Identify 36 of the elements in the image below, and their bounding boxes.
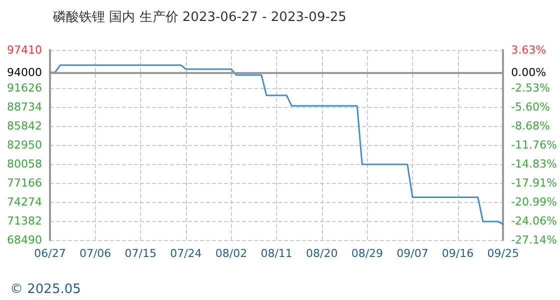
y-tick-label: 88734 xyxy=(7,100,42,114)
x-tick-label: 09/25 xyxy=(487,247,519,260)
y-tick-label: 68490 xyxy=(7,234,42,246)
y2-tick-label: -27.14% xyxy=(511,234,558,246)
x-tick-label: 06/27 xyxy=(34,247,66,260)
x-tick-label: 08/02 xyxy=(215,247,248,260)
y2-tick-label: 0.00% xyxy=(511,66,546,79)
y2-tick-label: -20.99% xyxy=(511,196,558,209)
y-tick-label: 85842 xyxy=(7,120,42,132)
y2-tick-label: -14.83% xyxy=(511,157,558,170)
y2-tick-label: -5.60% xyxy=(511,100,550,114)
x-tick-label: 09/07 xyxy=(396,247,428,260)
y2-tick-label: -2.53% xyxy=(511,82,550,95)
y-tick-label: 97410 xyxy=(7,44,42,56)
x-tick-label: 08/29 xyxy=(351,247,384,260)
x-tick-label: 07/24 xyxy=(170,247,202,260)
y-tick-label: 74274 xyxy=(7,196,42,208)
y-tick-label: 94000 xyxy=(7,66,42,79)
y2-tick-label: -24.06% xyxy=(511,214,558,228)
y2-tick-label: -8.68% xyxy=(511,120,550,133)
text: © 2025.05 xyxy=(10,282,81,297)
x-tick-label: 07/06 xyxy=(79,247,112,260)
y-tick-label: 80058 xyxy=(7,158,42,170)
x-tick-label: 08/20 xyxy=(306,247,338,260)
y-tick-label: 77166 xyxy=(7,176,42,190)
x-tick-label: 07/15 xyxy=(124,247,156,260)
line-series xyxy=(49,64,504,225)
y2-tick-label: 3.63% xyxy=(511,44,546,56)
x-tick-label: 08/11 xyxy=(260,247,292,260)
x-tick-label: 09/16 xyxy=(442,247,474,260)
y-tick-label: 71382 xyxy=(7,214,42,228)
chart-title: 磷酸铁锂 国内 生产价 2023-06-27 - 2023-09-25 xyxy=(52,10,346,25)
y2-tick-label: -17.91% xyxy=(511,176,558,190)
y-tick-label: 82950 xyxy=(7,138,42,152)
y2-tick-label: -11.76% xyxy=(511,138,558,152)
y-tick-label: 91626 xyxy=(7,82,42,94)
